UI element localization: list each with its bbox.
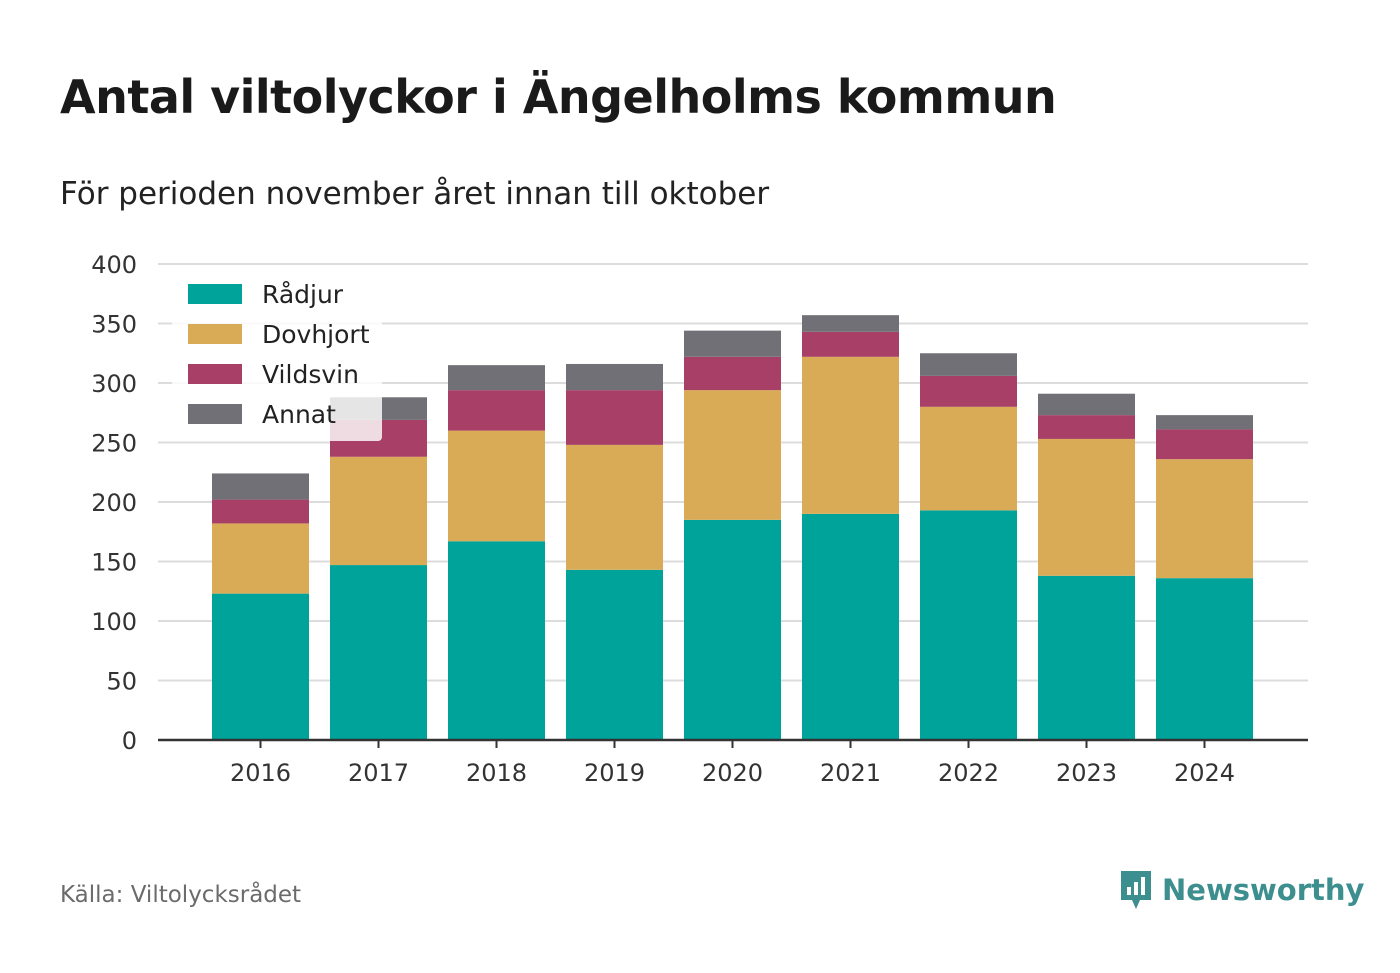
y-tick-label: 400	[91, 251, 137, 279]
legend-label: Rådjur	[262, 280, 344, 309]
x-tick-label: 2024	[1174, 759, 1235, 787]
bar-segment	[802, 513, 899, 740]
y-tick-label: 150	[91, 549, 137, 577]
bar-segment	[684, 519, 781, 740]
brand-name: Newsworthy	[1162, 873, 1365, 907]
bar-segment	[684, 330, 781, 357]
x-tick-label: 2023	[1056, 759, 1117, 787]
bar-segment	[1156, 459, 1253, 579]
axes: 0 50 100 150 200 250 300 350 400 2016 2017 2018 2019…	[91, 251, 1308, 787]
bar-segment	[684, 390, 781, 520]
y-tick-label: 300	[91, 370, 137, 398]
bar-segment	[802, 356, 899, 514]
bar-segment	[684, 356, 781, 391]
bar-segment	[448, 365, 545, 391]
bar-segment	[1038, 438, 1135, 576]
bar-segment	[1156, 429, 1253, 460]
x-tick-label: 2022	[938, 759, 999, 787]
bar-segment	[1156, 415, 1253, 430]
y-tick-label: 350	[91, 311, 137, 339]
chart-subtitle: För perioden november året innan till ok…	[60, 176, 770, 212]
legend-label: Vildsvin	[262, 360, 359, 389]
bar-segment	[566, 363, 663, 391]
bar-segment	[802, 331, 899, 357]
legend-label: Dovhjort	[262, 320, 370, 349]
bar-segment	[212, 523, 309, 594]
legend-label: Annat	[262, 400, 336, 429]
bar-segment	[448, 541, 545, 740]
bar-segment	[920, 406, 1017, 511]
legend-swatch	[188, 284, 242, 304]
bar-segment	[330, 456, 427, 566]
bar-segment	[448, 430, 545, 542]
bar-segment	[1156, 578, 1253, 740]
bar-segment	[920, 353, 1017, 376]
y-tick-label: 200	[91, 489, 137, 517]
legend: Rådjur Dovhjort Vildsvin Annat	[172, 273, 382, 441]
bars	[212, 315, 1253, 740]
bar-segment	[212, 499, 309, 524]
y-tick-label: 100	[91, 608, 137, 636]
y-tick-label: 250	[91, 430, 137, 458]
bar-segment	[1038, 393, 1135, 416]
x-tick-label: 2020	[702, 759, 763, 787]
bar-segment	[802, 315, 899, 332]
bar-segment	[566, 390, 663, 445]
bar-segment	[212, 473, 309, 500]
brand-logo: Newsworthy	[1118, 868, 1364, 912]
legend-swatch	[188, 324, 242, 344]
y-tick-label: 50	[106, 668, 137, 696]
bar-segment	[330, 565, 427, 740]
bar-segment	[920, 375, 1017, 407]
x-tick-label: 2021	[820, 759, 881, 787]
legend-swatch	[188, 364, 242, 384]
bar-segment	[1038, 575, 1135, 740]
bar-segment	[566, 444, 663, 570]
chart-title: Antal viltolyckor i Ängelholms kommun	[60, 70, 1057, 124]
bar-segment	[1038, 415, 1135, 439]
legend-swatch	[188, 404, 242, 424]
bar-segment	[566, 569, 663, 740]
source-note: Källa: Viltolycksrådet	[60, 882, 302, 908]
x-tick-label: 2019	[584, 759, 645, 787]
x-tick-label: 2017	[348, 759, 409, 787]
bar-segment	[212, 593, 309, 740]
bar-segment	[920, 510, 1017, 740]
legend-box	[172, 273, 382, 441]
y-tick-label: 0	[122, 727, 137, 755]
newsworthy-logo-icon	[1121, 871, 1151, 909]
x-tick-label: 2016	[230, 759, 291, 787]
x-tick-label: 2018	[466, 759, 527, 787]
bar-segment	[448, 390, 545, 431]
